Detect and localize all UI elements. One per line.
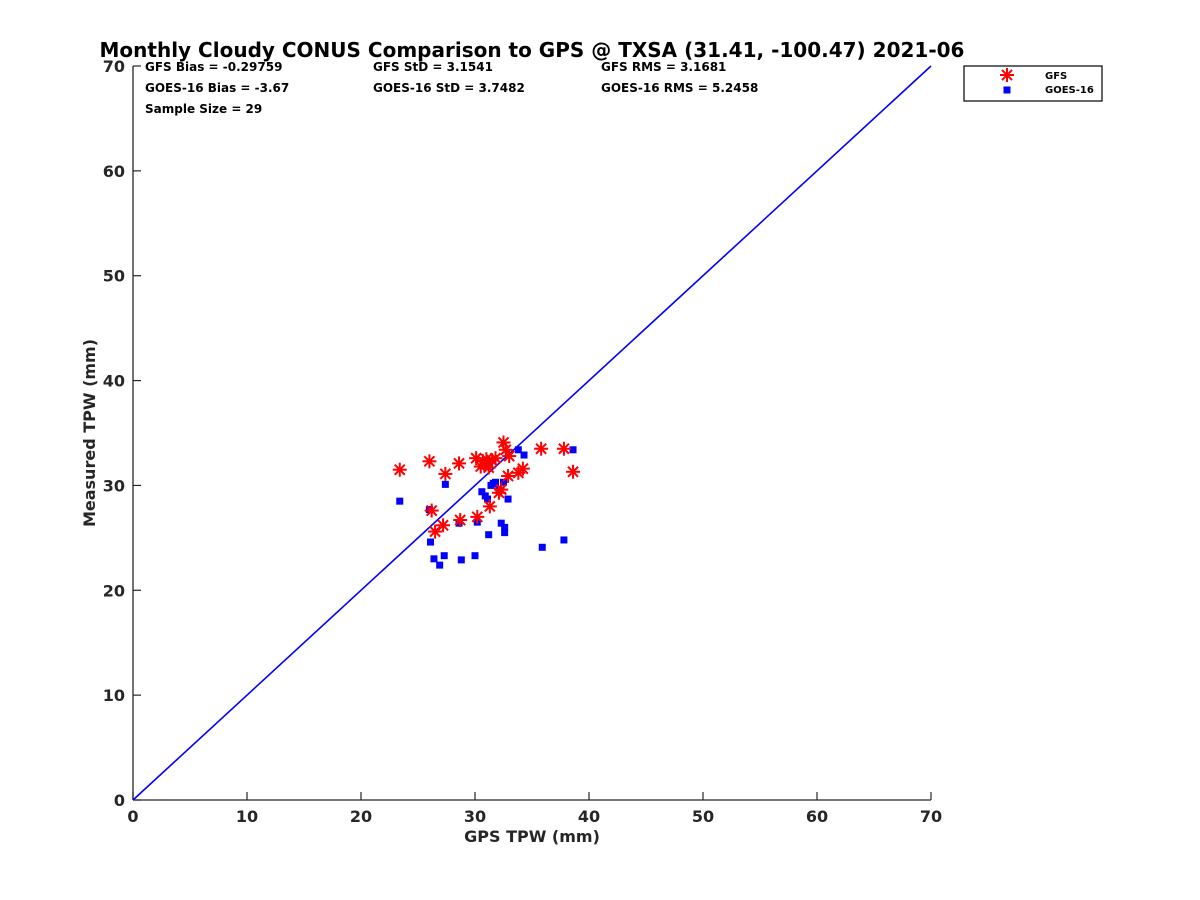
x-tick-label: 40 — [578, 807, 600, 826]
stat-gfs-std: GFS StD = 3.1541 — [373, 60, 493, 74]
goes16-point — [500, 478, 507, 486]
plot-area: 0 10 20 30 40 50 60 70 0 10 20 30 40 50 60 70 — [103, 57, 942, 826]
legend-gfs-marker — [1000, 68, 1014, 82]
goes16-point — [396, 497, 404, 505]
gfs-point — [501, 468, 516, 483]
goes16-point — [492, 478, 500, 486]
y-axis-label: Measured TPW (mm) — [80, 339, 99, 527]
goes16-point — [569, 446, 577, 454]
goes16-point — [471, 552, 479, 560]
gfs-point — [428, 524, 443, 539]
x-tick-label: 30 — [464, 807, 486, 826]
gfs-point — [494, 482, 509, 497]
gfs-point — [470, 509, 485, 524]
stat-sample-size: Sample Size = 29 — [145, 102, 262, 116]
gfs-point — [566, 464, 581, 479]
goes16-point — [504, 495, 512, 503]
stat-goes-rms: GOES-16 RMS = 5.2458 — [601, 81, 758, 95]
x-tick-label: 70 — [920, 807, 942, 826]
chart-title: Monthly Cloudy CONUS Comparison to GPS @… — [100, 38, 965, 62]
stat-goes-bias: GOES-16 Bias = -3.67 — [145, 81, 289, 95]
one-to-one-line — [132, 65, 932, 801]
legend-goes16-label: GOES-16 — [1045, 85, 1094, 96]
goes16-point — [457, 556, 465, 564]
goes16-point — [538, 543, 546, 551]
stat-gfs-bias: GFS Bias = -0.29759 — [145, 60, 282, 74]
x-axis-label: GPS TPW (mm) — [464, 827, 600, 846]
gfs-point — [422, 454, 437, 469]
legend-gfs-label: GFS — [1045, 71, 1067, 82]
goes16-point — [427, 538, 435, 546]
gfs-point — [453, 513, 468, 528]
gfs-point — [534, 441, 549, 456]
legend-gfs-asterisk — [1000, 68, 1014, 82]
stat-goes-std: GOES-16 StD = 3.7482 — [373, 81, 525, 95]
gfs-point — [436, 518, 451, 533]
gfs-point — [424, 503, 439, 518]
x-tick-label: 20 — [350, 807, 372, 826]
legend: GFS GOES-16 — [963, 65, 1103, 102]
goes16-point — [501, 529, 509, 537]
goes16-point — [497, 519, 505, 527]
x-tick-label: 60 — [806, 807, 828, 826]
gfs-point — [556, 441, 571, 456]
goes16-point — [430, 555, 438, 563]
goes16-point — [478, 488, 486, 496]
legend-goes16-marker — [1003, 86, 1011, 94]
x-tick-label: 10 — [236, 807, 258, 826]
goes16-point — [501, 523, 509, 531]
y-tick-label: 0 — [114, 791, 125, 810]
y-tick-label: 60 — [103, 162, 125, 181]
x-tick-label: 0 — [127, 807, 138, 826]
legend-box — [963, 65, 1103, 102]
goes16-point — [520, 451, 528, 459]
gfs-point — [488, 451, 503, 466]
gfs-point — [392, 462, 407, 477]
goes16-point — [441, 480, 449, 488]
goes16-point — [455, 519, 463, 527]
goes16-point — [560, 536, 568, 544]
y-tick-label: 10 — [103, 686, 125, 705]
goes16-point — [485, 531, 493, 539]
goes16-point — [440, 552, 448, 560]
stat-gfs-rms: GFS RMS = 3.1681 — [601, 60, 726, 74]
gfs-point — [502, 449, 517, 464]
goes16-point — [514, 446, 522, 454]
y-tick-label: 50 — [103, 267, 125, 286]
y-tick-label: 20 — [103, 581, 125, 600]
legend-goes16-square — [1003, 86, 1011, 94]
x-tick-label: 50 — [692, 807, 714, 826]
gfs-point — [515, 461, 530, 476]
goes16-point — [484, 495, 492, 503]
y-tick-label: 40 — [103, 372, 125, 391]
y-tick-label: 70 — [103, 57, 125, 76]
gfs-point — [482, 499, 497, 514]
gfs-point — [452, 456, 467, 471]
y-tick-label: 30 — [103, 476, 125, 495]
goes16-point — [436, 561, 444, 569]
gfs-point — [438, 466, 453, 481]
